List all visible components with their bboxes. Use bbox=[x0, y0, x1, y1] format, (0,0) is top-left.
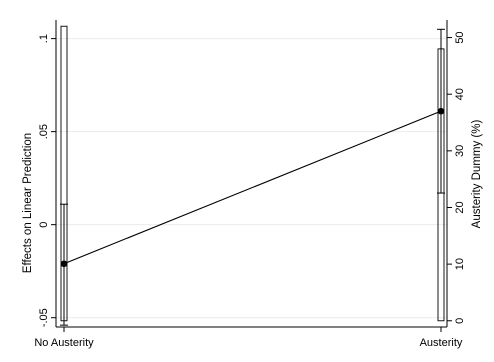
series bbox=[60, 107, 445, 268]
y-left-tick-labels: -.05 0 .05 .1 bbox=[38, 34, 50, 327]
y-left-tick-label-3: .1 bbox=[38, 34, 50, 43]
y-right-tick-label-4: 40 bbox=[454, 88, 466, 100]
y-right-tick-label-5: 50 bbox=[454, 31, 466, 43]
data-point-0 bbox=[60, 260, 68, 268]
y-right-tick-labels: 0 10 20 30 40 50 bbox=[454, 31, 466, 323]
y-right-tick-label-0: 0 bbox=[454, 318, 466, 324]
y-right-tick-label-3: 30 bbox=[454, 145, 466, 157]
axes bbox=[51, 20, 452, 332]
y-axis-right-title: Austerity Dummy (%) bbox=[471, 120, 483, 229]
x-tick-labels: No Austerity Austerity bbox=[34, 337, 463, 349]
y-axis-left-title: Effects on Linear Prediction bbox=[22, 133, 34, 273]
y-left-tick-label-1: 0 bbox=[38, 222, 50, 228]
y-left-tick-label-2: .05 bbox=[38, 124, 50, 139]
data-point-1 bbox=[437, 107, 445, 115]
y-left-tick-label-0: -.05 bbox=[38, 308, 50, 327]
gridlines bbox=[56, 38, 447, 319]
x-tick-label-0: No Austerity bbox=[34, 337, 94, 349]
x-tick-label-1: Austerity bbox=[420, 337, 463, 349]
y-right-tick-label-2: 20 bbox=[454, 201, 466, 213]
series-line bbox=[63, 110, 442, 265]
y-right-tick-label-1: 10 bbox=[454, 258, 466, 270]
